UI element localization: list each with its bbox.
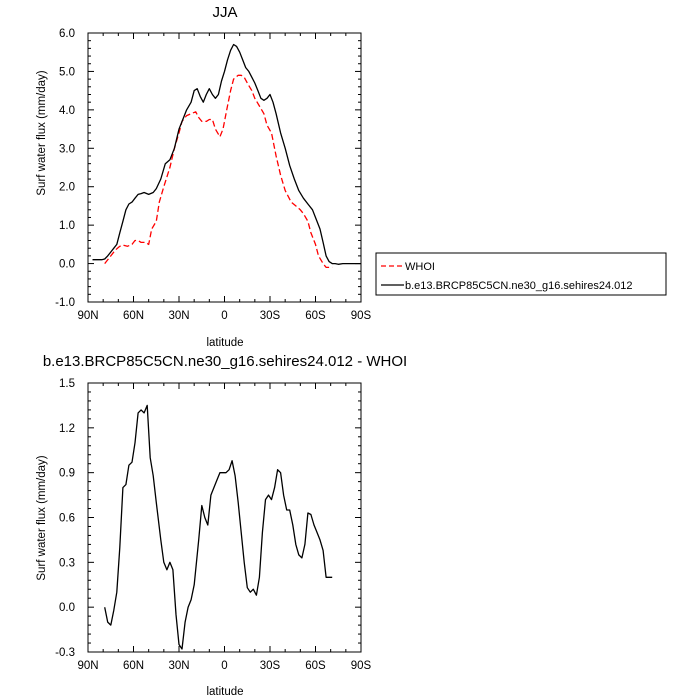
plot0-ytick-label: 5.0 — [59, 66, 75, 78]
plot-bottom: b.e13.BRCP85C5CN.ne30_g16.sehires24.012 … — [36, 353, 407, 698]
plot-bottom-ylabel: Surf water flux (mm/day) — [36, 455, 48, 580]
plot0-ytick-label: 6.0 — [59, 28, 75, 40]
plot0-series-0-line — [104, 74, 333, 269]
plot0-xtick-label: 0 — [221, 310, 227, 322]
plot-top-ylabel: Surf water flux (mm/day) — [36, 70, 48, 195]
plot0-xtick-label: 30N — [168, 310, 189, 322]
plot1-xtick-label: 90S — [351, 660, 372, 672]
plot1-ytick-label: 1.2 — [59, 423, 75, 435]
plot0-xtick-label: 60N — [123, 310, 144, 322]
plot1-ytick-label: 1.5 — [59, 378, 75, 390]
plot-top-xlabel: latitude — [206, 337, 243, 349]
plot0-ytick-label: 2.0 — [59, 182, 75, 194]
plot1-xtick-label: 30S — [260, 660, 281, 672]
plot1-xtick-label: 60S — [305, 660, 326, 672]
plot0-series-1-line — [92, 43, 361, 265]
plot0-ytick-label: 3.0 — [59, 143, 75, 155]
legend: WHOI b.e13.BRCP85C5CN.ne30_g16.sehires24… — [375, 252, 667, 296]
plot-top-title: JJA — [212, 4, 237, 21]
plot0-ytick-label: 4.0 — [59, 105, 75, 117]
plot0-xtick-label: 90N — [77, 310, 98, 322]
plot0-xtick-label: 90S — [351, 310, 372, 322]
plot1-frame — [87, 382, 362, 653]
plot0-ytick-label: 0.0 — [59, 259, 75, 271]
plot0-ytick-label: -1.0 — [55, 297, 75, 309]
plot-top: JJA latitude Surf water flux (mm/day) 90… — [36, 4, 372, 349]
plot-bottom-xlabel: latitude — [206, 686, 243, 698]
plot1-series-0-line — [104, 404, 333, 650]
plot1-ytick-label: 0.0 — [59, 602, 75, 614]
plot1-xtick-label: 30N — [168, 660, 189, 672]
plot1-xtick-label: 0 — [221, 660, 227, 672]
plot1-ytick-label: 0.9 — [59, 468, 75, 480]
plot1-ytick-label: -0.3 — [55, 647, 75, 659]
plot1-xtick-label: 60N — [123, 660, 144, 672]
plot1-xtick-label: 90N — [77, 660, 98, 672]
legend-box — [375, 252, 667, 296]
plot-bottom-title: b.e13.BRCP85C5CN.ne30_g16.sehires24.012 … — [43, 353, 407, 370]
plot0-ytick-label: 1.0 — [59, 220, 75, 232]
plot1-ytick-label: 0.3 — [59, 557, 75, 569]
plot0-xtick-label: 60S — [305, 310, 326, 322]
plot1-ytick-label: 0.6 — [59, 513, 75, 525]
legend-model-label: b.e13.BRCP85C5CN.ne30_g16.sehires24.012 — [405, 280, 633, 292]
legend-whoi-label: WHOI — [405, 261, 435, 273]
plot0-xtick-label: 30S — [260, 310, 281, 322]
